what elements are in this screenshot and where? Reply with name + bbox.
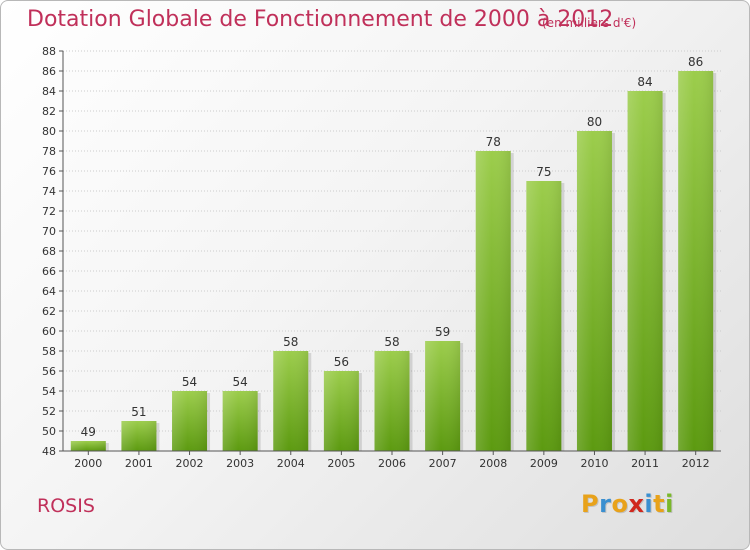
y-tick-label: 50 bbox=[42, 425, 56, 438]
y-tick-label: 64 bbox=[42, 285, 56, 298]
bar-highlight bbox=[273, 351, 309, 451]
y-tick-label: 70 bbox=[42, 225, 56, 238]
y-tick-label: 58 bbox=[42, 345, 56, 358]
chart-unit: (en milliers d'€) bbox=[542, 16, 637, 30]
x-tick-label: 2010 bbox=[580, 457, 608, 470]
bar-highlight bbox=[627, 91, 663, 451]
data-label: 86 bbox=[688, 55, 703, 69]
data-label: 58 bbox=[384, 335, 399, 349]
x-tick-label: 2006 bbox=[378, 457, 406, 470]
y-tick-label: 82 bbox=[42, 105, 56, 118]
y-tick-label: 56 bbox=[42, 365, 56, 378]
bar-highlight bbox=[475, 151, 511, 451]
x-tick-label: 2011 bbox=[631, 457, 659, 470]
data-label: 49 bbox=[81, 425, 96, 439]
x-tick-label: 2009 bbox=[530, 457, 558, 470]
logo-letter: P bbox=[581, 490, 600, 518]
x-tick-label: 2004 bbox=[277, 457, 305, 470]
y-tick-label: 76 bbox=[42, 165, 56, 178]
proxiti-logo: Proxiti bbox=[581, 490, 674, 518]
y-tick-label: 88 bbox=[42, 45, 56, 58]
x-tick-label: 2000 bbox=[74, 457, 102, 470]
y-tick-label: 86 bbox=[42, 65, 56, 78]
data-label: 51 bbox=[131, 405, 146, 419]
x-tick-label: 2012 bbox=[682, 457, 710, 470]
bar-highlight bbox=[526, 181, 562, 451]
data-label: 59 bbox=[435, 325, 450, 339]
bar-highlight bbox=[323, 371, 359, 451]
y-tick-label: 48 bbox=[42, 445, 56, 458]
logo-letter: i bbox=[665, 490, 674, 518]
bar-highlight bbox=[222, 391, 258, 451]
data-label: 80 bbox=[587, 115, 602, 129]
x-tick-label: 2007 bbox=[429, 457, 457, 470]
data-label: 78 bbox=[486, 135, 501, 149]
bar-highlight bbox=[374, 351, 410, 451]
commune-name: ROSIS bbox=[37, 495, 95, 517]
bar-highlight bbox=[70, 441, 106, 451]
x-tick-label: 2005 bbox=[327, 457, 355, 470]
bar-highlight bbox=[576, 131, 612, 451]
y-tick-label: 60 bbox=[42, 325, 56, 338]
bar-highlight bbox=[172, 391, 208, 451]
data-label: 84 bbox=[637, 75, 652, 89]
y-tick-label: 68 bbox=[42, 245, 56, 258]
logo-letter: r bbox=[599, 490, 612, 518]
x-tick-label: 2002 bbox=[176, 457, 204, 470]
data-label: 54 bbox=[182, 375, 197, 389]
y-tick-label: 72 bbox=[42, 205, 56, 218]
data-label: 56 bbox=[334, 355, 349, 369]
data-label: 75 bbox=[536, 165, 551, 179]
y-tick-label: 74 bbox=[42, 185, 56, 198]
logo-letter: i bbox=[644, 490, 654, 518]
data-label: 58 bbox=[283, 335, 298, 349]
bar-highlight bbox=[425, 341, 461, 451]
y-tick-label: 52 bbox=[42, 405, 56, 418]
x-tick-label: 2008 bbox=[479, 457, 507, 470]
logo-letter: o bbox=[611, 490, 629, 518]
x-tick-label: 2003 bbox=[226, 457, 254, 470]
chart-title: Dotation Globale de Fonctionnement de 20… bbox=[27, 7, 614, 32]
y-tick-label: 62 bbox=[42, 305, 56, 318]
y-tick-label: 84 bbox=[42, 85, 56, 98]
y-tick-label: 80 bbox=[42, 125, 56, 138]
y-tick-label: 78 bbox=[42, 145, 56, 158]
logo-letter: x bbox=[628, 490, 645, 518]
bar-highlight bbox=[678, 71, 714, 451]
data-label: 54 bbox=[233, 375, 248, 389]
y-tick-label: 54 bbox=[42, 385, 56, 398]
y-tick-label: 66 bbox=[42, 265, 56, 278]
logo-letter: t bbox=[653, 490, 666, 518]
bar-highlight bbox=[121, 421, 157, 451]
x-tick-label: 2001 bbox=[125, 457, 153, 470]
